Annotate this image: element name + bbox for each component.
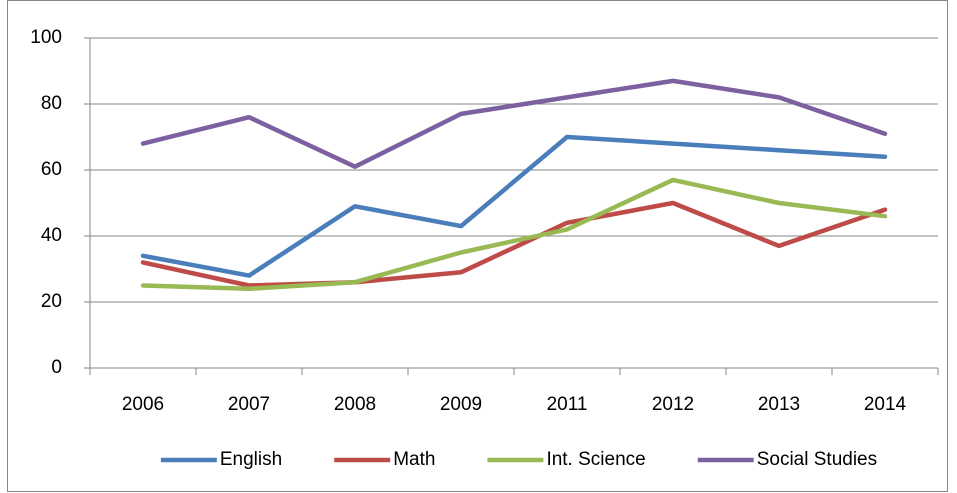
y-tick-label: 60 xyxy=(41,159,62,180)
legend-label: Social Studies xyxy=(757,449,877,470)
x-tick-label: 2007 xyxy=(228,394,270,415)
x-tick-label: 2008 xyxy=(334,394,376,415)
legend-label: Math xyxy=(393,449,435,470)
series-line xyxy=(140,78,888,169)
series-line xyxy=(140,177,888,292)
legend-label: English xyxy=(220,449,282,470)
y-tick-label: 20 xyxy=(41,291,62,312)
x-tick-label: 2013 xyxy=(758,394,800,415)
chart-border xyxy=(7,0,948,492)
x-tick-label: 2014 xyxy=(864,394,907,415)
y-tick-label: 80 xyxy=(41,93,62,114)
y-tick-label: 100 xyxy=(30,27,62,48)
y-tick-label: 40 xyxy=(41,225,62,246)
series-line xyxy=(140,134,888,278)
y-tick-label: 0 xyxy=(51,357,62,378)
x-tick-label: 2011 xyxy=(547,394,588,415)
x-tick-label: 2009 xyxy=(440,394,482,415)
x-tick-label: 2012 xyxy=(652,394,694,415)
series-line xyxy=(140,200,888,288)
x-tick-label: 2006 xyxy=(122,394,164,415)
legend-label: Int. Science xyxy=(546,449,645,470)
